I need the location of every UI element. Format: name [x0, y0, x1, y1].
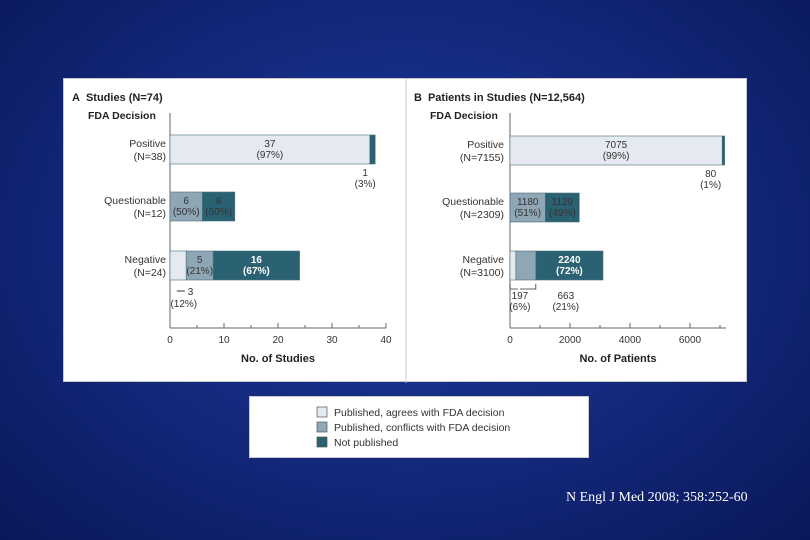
- bar-negative-agrees: [169, 250, 187, 281]
- category-n-positive: (N=7155): [460, 152, 504, 164]
- x-tick-label: 10: [218, 335, 230, 346]
- category-n-positive: (N=38): [134, 151, 166, 163]
- legend-swatch-1: [316, 406, 328, 418]
- bar-positive-agrees: [169, 134, 371, 165]
- data-label-negative_conflicts-value: 663: [557, 291, 574, 302]
- category-n-negative: (N=24): [134, 267, 166, 279]
- data-label-negative_not_published-value: 2240: [558, 255, 581, 266]
- data-label-positive_not_published-value: 1: [362, 168, 368, 179]
- legend-label-1: Published, agrees with FDA decision: [334, 407, 505, 419]
- data-label-positive_agrees-pct: (97%): [257, 150, 284, 161]
- x-tick-label: 0: [167, 335, 173, 346]
- category-n-negative: (N=3100): [460, 267, 504, 279]
- data-label-negative_agrees-pct: (12%): [170, 299, 197, 310]
- data-label-positive_agrees-pct: (99%): [603, 151, 630, 162]
- data-label-negative_agrees-value: 3: [188, 287, 194, 298]
- legend-swatch-2: [316, 421, 328, 433]
- callout-bracket: [509, 284, 518, 290]
- data-label-questionable_not_published-pct: (50%): [205, 207, 232, 218]
- x-tick-label: 20: [272, 335, 284, 346]
- data-label-questionable_conflicts-value: 1180: [517, 197, 539, 208]
- panel-b-xlabel: No. of Patients: [579, 353, 656, 365]
- x-tick-label: 30: [326, 335, 338, 346]
- category-label-questionable: Questionable: [104, 195, 166, 207]
- bar-negative-not_published: [212, 250, 300, 281]
- panel-a-xlabel: No. of Studies: [241, 353, 315, 365]
- panel-a-title-text: Studies (N=74): [86, 92, 163, 104]
- x-tick-label: 40: [380, 335, 392, 346]
- bar-negative-not_published: [535, 250, 604, 281]
- x-tick-label: 2000: [559, 335, 582, 346]
- data-label-questionable_not_published-pct: (49%): [549, 208, 576, 219]
- panel-b: B Patients in Studies (N=12,564) FDA Decis…: [414, 92, 726, 365]
- x-tick-label: 4000: [619, 335, 642, 346]
- data-label-negative_agrees-pct: (6%): [509, 302, 530, 313]
- data-label-positive_agrees-value: 7075: [605, 140, 628, 151]
- panel-b-title: B Patients in Studies (N=12,564): [414, 92, 585, 104]
- bar-negative-conflicts: [515, 250, 537, 281]
- bar-questionable-not_published: [202, 191, 236, 222]
- category-n-questionable: (N=2309): [460, 209, 504, 221]
- category-label-positive: Positive: [467, 139, 504, 151]
- category-label-negative: Negative: [125, 254, 167, 266]
- data-label-positive_not_published-pct: (1%): [700, 180, 721, 191]
- category-label-negative: Negative: [463, 254, 505, 266]
- x-tick-label: 6000: [679, 335, 702, 346]
- panel-a: A Studies (N=74) FDA Decision 0 10 20 30 40 No. …: [72, 92, 392, 365]
- bar-questionable-not_published: [545, 192, 580, 223]
- legend-label-2: Published, conflicts with FDA decision: [334, 422, 510, 434]
- bar-questionable-conflicts: [169, 191, 203, 222]
- panel-b-letter: B: [414, 92, 422, 104]
- panel-b-title-text: Patients in Studies (N=12,564): [428, 92, 585, 104]
- data-label-positive_not_published-value: 80: [705, 169, 717, 180]
- data-label-negative_not_published-pct: (72%): [556, 266, 583, 277]
- panel-a-subtitle: FDA Decision: [88, 110, 156, 122]
- citation: N Engl J Med 2008; 358:252-60: [566, 490, 748, 505]
- data-label-questionable_conflicts-value: 6: [183, 196, 189, 207]
- category-label-questionable: Questionable: [442, 196, 504, 208]
- data-label-negative_not_published-pct: (67%): [243, 266, 270, 277]
- figure-panel: A Studies (N=74) FDA Decision 0 10 20 30 40 No. …: [63, 78, 747, 383]
- legend-label-3: Not published: [334, 437, 398, 449]
- data-label-questionable_not_published-value: 6: [216, 196, 222, 207]
- category-n-questionable: (N=12): [134, 208, 166, 220]
- bar-questionable-conflicts: [509, 192, 546, 223]
- data-label-negative_conflicts-pct: (21%): [186, 266, 213, 277]
- legend-svg: Published, agrees with FDA decision Publi…: [316, 406, 510, 449]
- data-label-positive_agrees-value: 37: [264, 139, 276, 150]
- data-label-questionable_not_published-value: 1129: [552, 197, 574, 208]
- data-label-positive_not_published-pct: (3%): [355, 179, 376, 190]
- bar-positive-agrees: [509, 135, 723, 166]
- data-label-negative_agrees-value: 197: [512, 291, 529, 302]
- bar-negative-agrees: [509, 250, 517, 281]
- data-label-questionable_conflicts-pct: (50%): [173, 207, 200, 218]
- bar-negative-conflicts: [185, 250, 214, 281]
- panel-a-title: A Studies (N=74): [72, 92, 163, 104]
- panel-a-letter: A: [72, 92, 80, 104]
- callout-bracket: [519, 284, 537, 290]
- bar-positive-not_published: [369, 134, 376, 165]
- bar-positive-not_published: [721, 135, 725, 166]
- data-label-negative_conflicts-pct: (21%): [552, 302, 579, 313]
- data-label-questionable_conflicts-pct: (51%): [514, 208, 541, 219]
- panel-b-subtitle: FDA Decision: [430, 110, 498, 122]
- legend-box: Published, agrees with FDA decision Publi…: [249, 396, 589, 458]
- category-label-positive: Positive: [129, 138, 166, 150]
- data-label-negative_conflicts-value: 5: [197, 255, 203, 266]
- x-tick-label: 0: [507, 335, 513, 346]
- data-label-negative_not_published-value: 16: [251, 255, 263, 266]
- legend-swatch-3: [316, 436, 328, 448]
